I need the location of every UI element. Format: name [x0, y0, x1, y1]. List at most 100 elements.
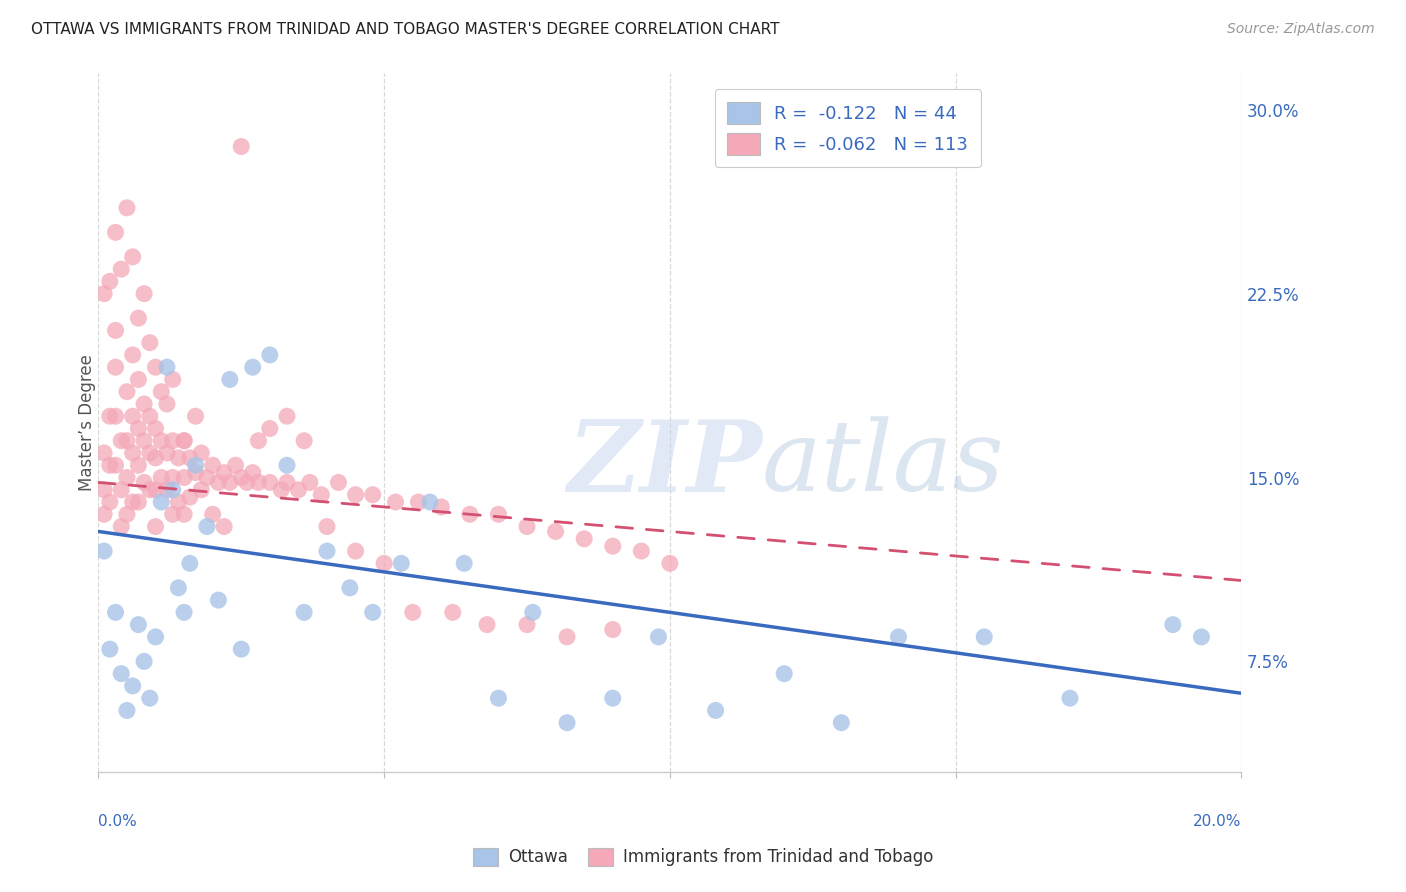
Point [98, 409, 121, 424]
Point [167, 581, 190, 595]
Point [115, 434, 138, 448]
Point [270, 483, 292, 497]
Point [121, 495, 143, 509]
Point [121, 679, 143, 693]
Point [110, 434, 132, 448]
Point [430, 500, 453, 514]
Point [287, 483, 309, 497]
Point [458, 508, 481, 522]
Point [201, 458, 224, 473]
Point [522, 606, 544, 620]
Point [292, 434, 315, 448]
Point [145, 483, 167, 497]
Point [173, 434, 195, 448]
Point [98, 495, 121, 509]
Point [115, 201, 138, 215]
Point [127, 617, 149, 632]
Point [132, 475, 155, 490]
Point [212, 519, 235, 533]
Point [647, 630, 669, 644]
Point [441, 606, 464, 620]
Point [104, 409, 127, 424]
Point [212, 466, 235, 480]
Point [408, 495, 430, 509]
Point [602, 539, 624, 553]
Point [311, 488, 333, 502]
Point [373, 557, 395, 571]
Point [602, 691, 624, 706]
Point [190, 483, 212, 497]
Point [150, 495, 173, 509]
Point [127, 311, 149, 326]
Point [110, 262, 132, 277]
Text: 0.0%: 0.0% [98, 814, 138, 829]
Point [276, 409, 298, 424]
Point [104, 323, 127, 337]
Point [93, 286, 115, 301]
Point [704, 703, 727, 717]
Text: ZIP: ZIP [567, 416, 762, 513]
Point [162, 508, 184, 522]
Point [173, 470, 195, 484]
Point [145, 421, 167, 435]
Point [630, 544, 652, 558]
Point [104, 606, 127, 620]
Point [361, 488, 384, 502]
Point [1161, 617, 1184, 632]
Point [156, 360, 179, 375]
Point [132, 434, 155, 448]
Point [247, 475, 270, 490]
Point [453, 557, 475, 571]
Point [555, 715, 578, 730]
Point [93, 508, 115, 522]
Point [195, 519, 218, 533]
Point [207, 475, 229, 490]
Text: Source: ZipAtlas.com: Source: ZipAtlas.com [1227, 22, 1375, 37]
Point [150, 434, 173, 448]
Point [115, 703, 138, 717]
Point [344, 544, 367, 558]
Point [145, 519, 167, 533]
Point [93, 544, 115, 558]
Point [225, 458, 247, 473]
Point [132, 286, 155, 301]
Point [145, 360, 167, 375]
Point [316, 519, 339, 533]
Point [658, 557, 681, 571]
Point [121, 409, 143, 424]
Point [98, 458, 121, 473]
Point [231, 642, 253, 657]
Point [488, 508, 510, 522]
Point [139, 409, 162, 424]
Point [184, 466, 207, 480]
Point [127, 372, 149, 386]
Point [516, 519, 538, 533]
Point [167, 450, 190, 465]
Point [121, 348, 143, 362]
Point [184, 409, 207, 424]
Point [276, 475, 298, 490]
Point [132, 397, 155, 411]
Point [121, 250, 143, 264]
Point [110, 666, 132, 681]
Point [195, 470, 218, 484]
Legend: R =  -0.122   N = 44, R =  -0.062   N = 113: R = -0.122 N = 44, R = -0.062 N = 113 [714, 89, 981, 168]
Point [242, 466, 264, 480]
Point [104, 458, 127, 473]
Legend: Ottawa, Immigrants from Trinidad and Tobago: Ottawa, Immigrants from Trinidad and Tob… [467, 841, 939, 873]
Point [242, 360, 264, 375]
Point [93, 446, 115, 460]
Point [115, 508, 138, 522]
Point [173, 434, 195, 448]
Point [344, 488, 367, 502]
Point [488, 691, 510, 706]
Point [218, 372, 240, 386]
Point [555, 630, 578, 644]
Point [231, 139, 253, 153]
Point [328, 475, 350, 490]
Point [361, 606, 384, 620]
Text: 20.0%: 20.0% [1194, 814, 1241, 829]
Point [179, 557, 201, 571]
Point [127, 458, 149, 473]
Point [218, 475, 240, 490]
